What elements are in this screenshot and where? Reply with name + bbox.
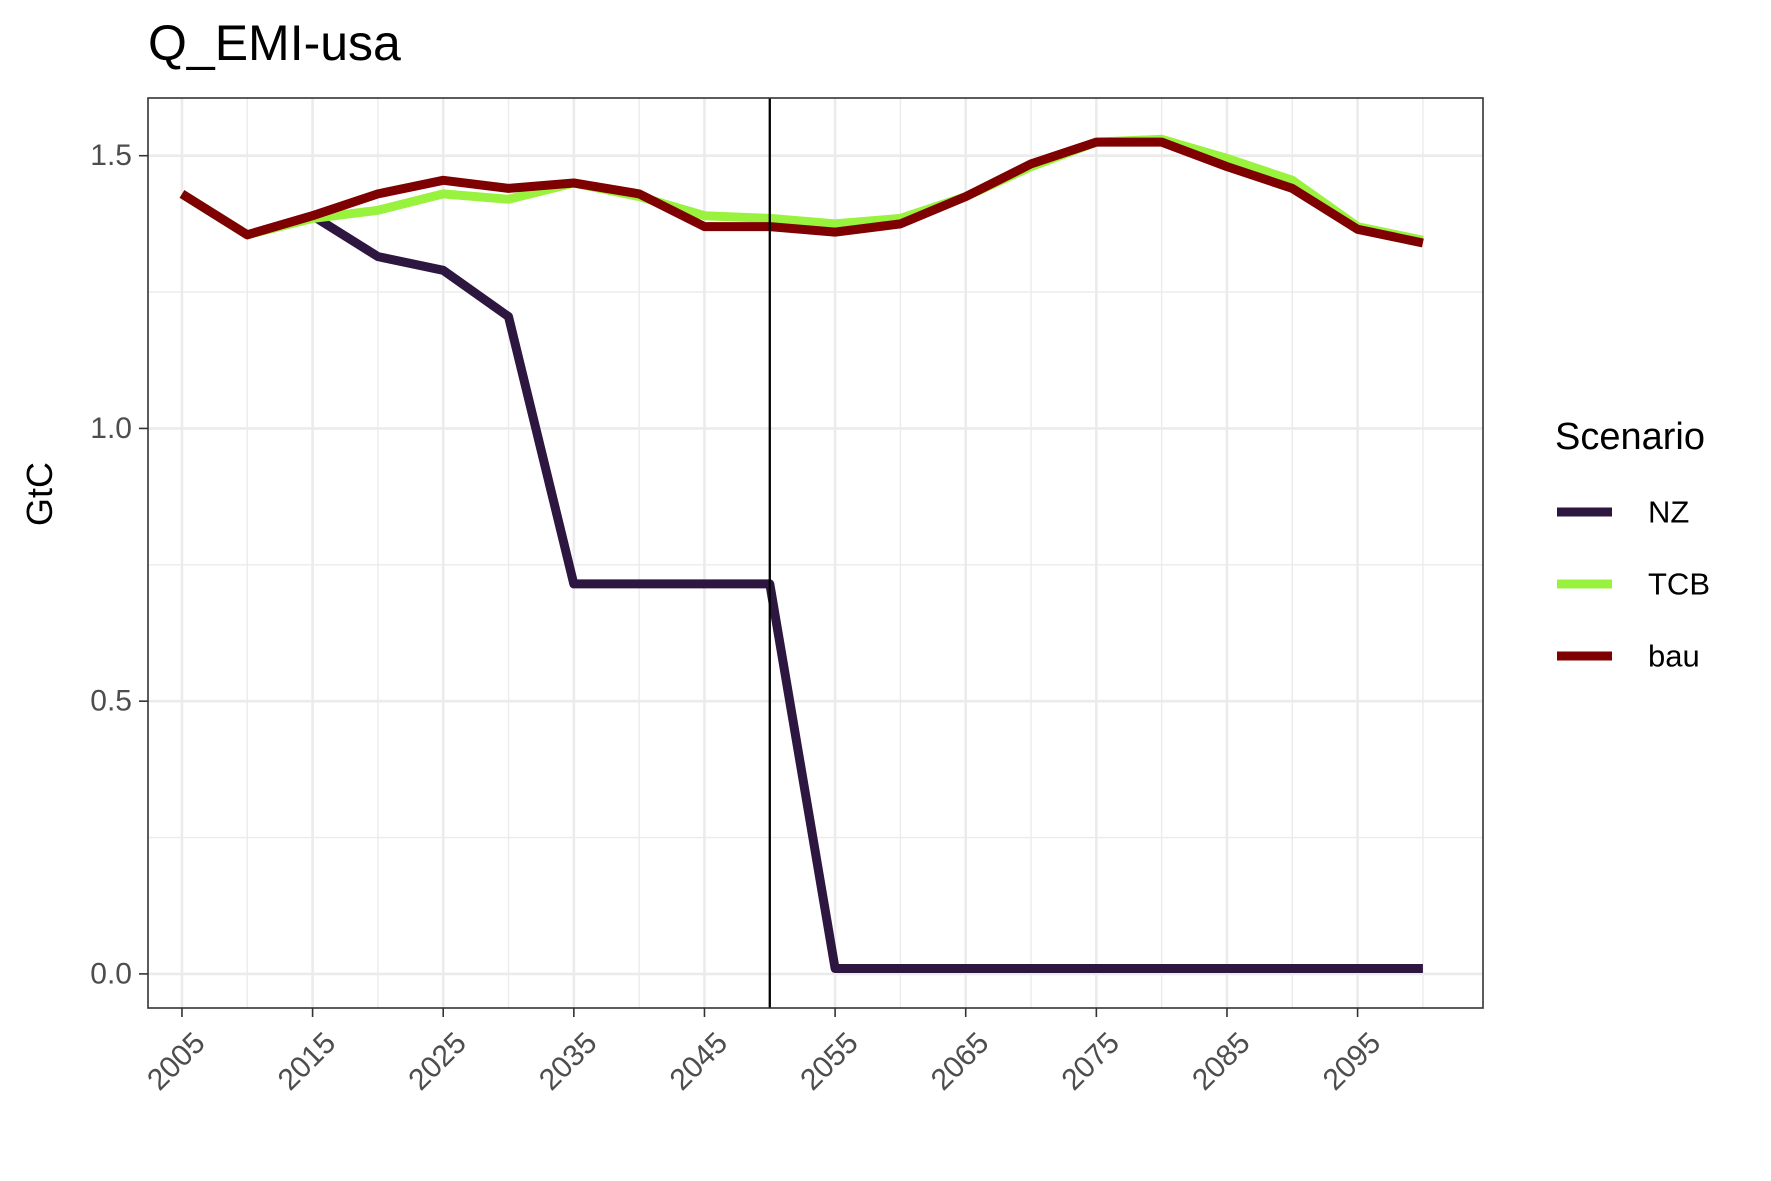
legend-item-bau: bau <box>1557 639 1700 674</box>
legend-item-tcb: TCB <box>1557 567 1710 602</box>
series-line-tcb <box>179 134 1424 245</box>
legend-items: NZ TCB bau <box>1557 495 1710 674</box>
series-line-nz <box>179 190 1423 973</box>
series-line-bau <box>179 137 1424 248</box>
y-tick-label: 1.0 <box>90 412 132 445</box>
chart-title: Q_EMI-usa <box>148 15 401 71</box>
legend-label-tcb: TCB <box>1648 567 1710 602</box>
legend-label-nz: NZ <box>1648 495 1689 530</box>
legend-title: Scenario <box>1555 416 1705 458</box>
plot-panel-border <box>147 97 1484 1009</box>
legend-item-nz: NZ <box>1557 495 1689 530</box>
series-lines <box>179 134 1424 973</box>
y-axis: 0.0 0.5 1.0 1.5 <box>90 139 148 990</box>
y-tick-label: 0.5 <box>90 685 132 718</box>
y-tick-label: 0.0 <box>90 957 132 990</box>
legend: Scenario NZ TCB bau <box>1555 416 1710 674</box>
y-tick-label: 1.5 <box>90 139 132 172</box>
y-axis-title: GtC <box>19 462 60 526</box>
legend-label-bau: bau <box>1648 639 1700 674</box>
